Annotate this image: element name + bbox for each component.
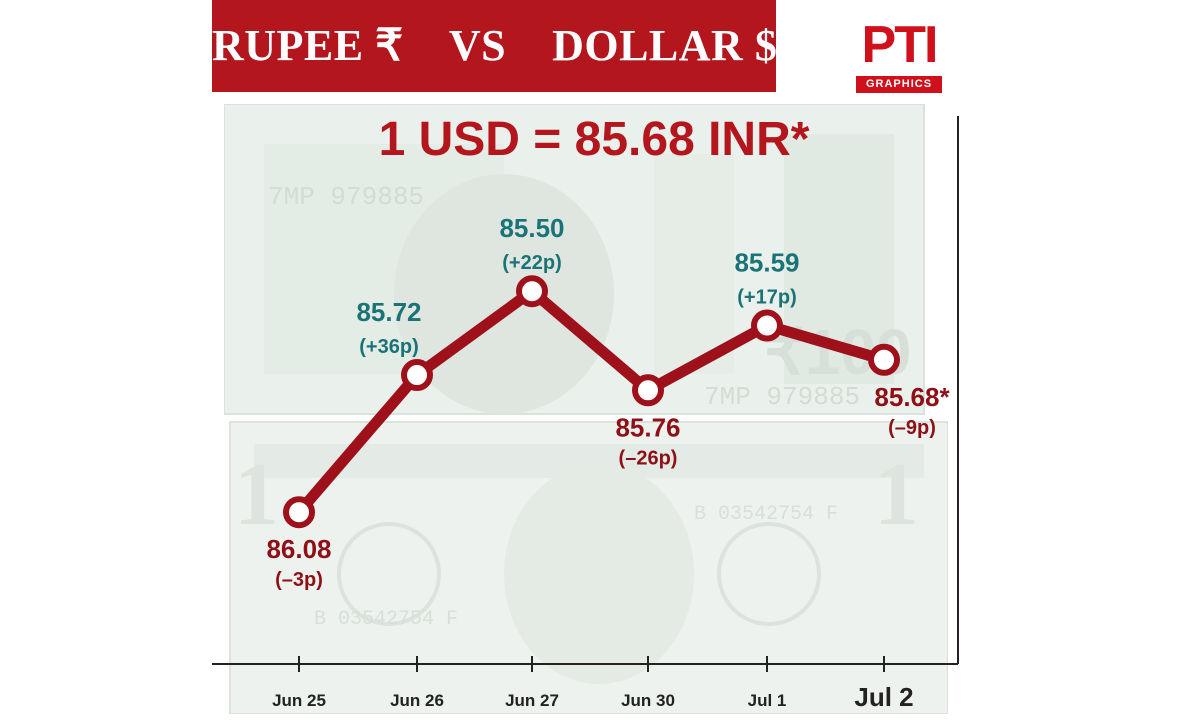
svg-text:B 03542754 F: B 03542754 F: [314, 608, 458, 631]
series-line: [293, 285, 890, 518]
data-value-label: 85.76: [615, 412, 680, 442]
data-value-label: 85.59: [734, 248, 799, 278]
x-tick-label: Jun 27: [505, 691, 559, 710]
x-tick-label: Jul 1: [748, 691, 787, 710]
svg-text:B 03542754 F: B 03542754 F: [694, 503, 838, 526]
data-point: [868, 343, 900, 376]
svg-text:1: 1: [234, 445, 279, 544]
data-change-label: (+36p): [359, 336, 418, 358]
data-value-label: 85.72: [356, 297, 421, 327]
currency-notes-background: 7MP 979885 7MP 979885 ₹100 B 03542754 F …: [224, 104, 948, 714]
x-tick-label: Jun 26: [390, 691, 444, 710]
data-point: [516, 275, 548, 308]
data-point: [632, 374, 664, 407]
svg-text:1: 1: [874, 445, 919, 544]
pti-graphics-logo: PTI GRAPHICS: [854, 18, 944, 94]
data-value-label: 86.08: [266, 534, 331, 564]
data-value-label: 85.50: [499, 213, 564, 243]
data-change-label: (+22p): [502, 252, 561, 274]
chart-title-banner: RUPEE ₹ VS DOLLAR $: [212, 0, 777, 92]
x-tick-label: Jul 2: [854, 682, 913, 712]
data-change-label: (–26p): [619, 447, 678, 469]
svg-text:7MP 979885: 7MP 979885: [268, 182, 424, 212]
data-point: [401, 359, 433, 392]
data-change-label: (–9p): [888, 417, 936, 439]
data-change-label: (+17p): [737, 287, 796, 309]
data-point: [751, 309, 783, 342]
data-value-label: 85.68*: [874, 382, 950, 412]
x-tick-label: Jun 25: [272, 691, 326, 710]
exchange-rate-headline: 1 USD = 85.68 INR*: [378, 113, 810, 166]
data-change-label: (–3p): [275, 569, 323, 591]
data-point: [283, 496, 315, 529]
x-tick-label: Jun 30: [621, 691, 675, 710]
graphics-tag: GRAPHICS: [856, 76, 942, 93]
svg-text:7MP 979885: 7MP 979885: [704, 382, 860, 412]
pti-logo-mark: PTI: [861, 16, 939, 74]
